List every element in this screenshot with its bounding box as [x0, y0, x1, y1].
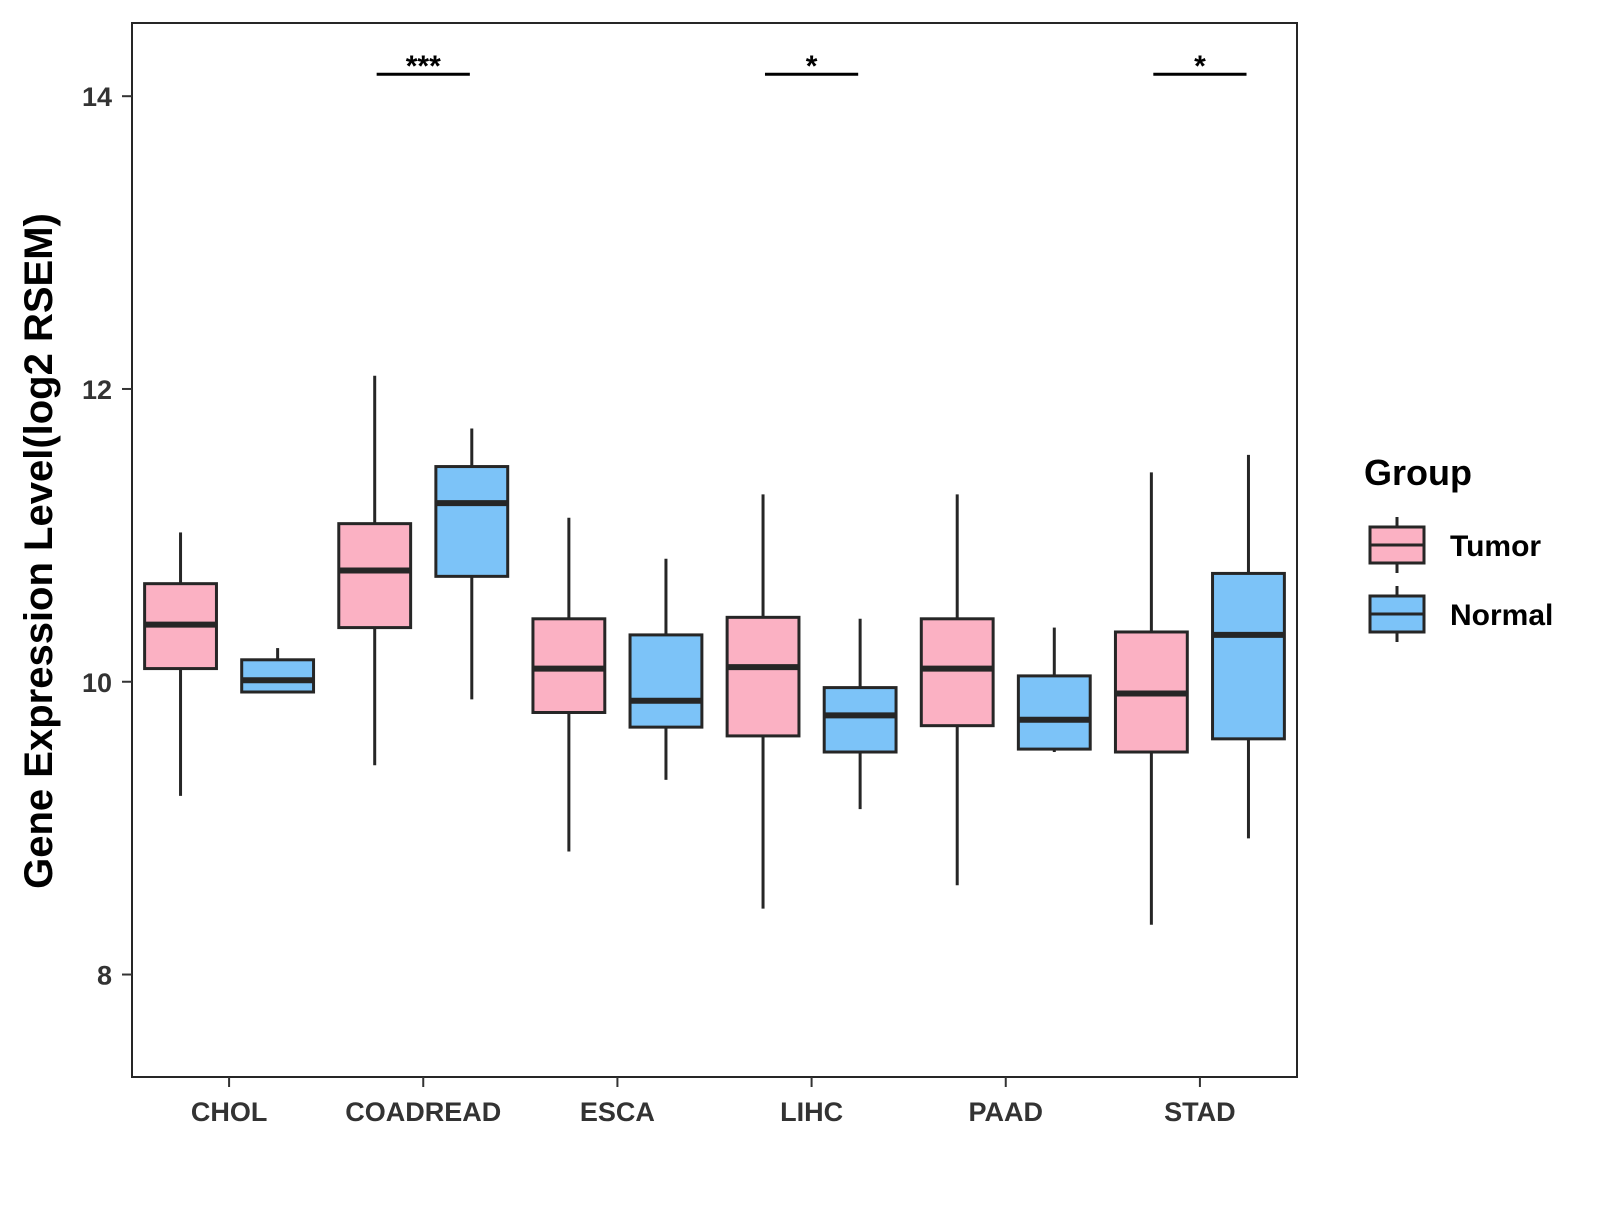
box-tumor-stad — [1113, 472, 1189, 925]
x-tick-label: LIHC — [780, 1097, 843, 1127]
y-tick-label: 8 — [97, 961, 112, 991]
y-tick-label: 14 — [82, 82, 112, 112]
box-body — [725, 615, 801, 738]
legend-item-normal: Normal — [1368, 586, 1553, 642]
box-normal-chol — [240, 648, 316, 694]
y-tick-label: 10 — [82, 668, 112, 698]
box-normal-lihc — [822, 618, 898, 810]
box-normal-paad — [1016, 627, 1092, 753]
significance-label: *** — [406, 50, 441, 83]
x-tick-label: PAAD — [968, 1097, 1043, 1127]
legend-title: Group — [1364, 452, 1472, 493]
box-normal-stad — [1211, 454, 1286, 839]
plot-panel-border — [131, 22, 1298, 1078]
x-tick-label: COADREAD — [345, 1097, 501, 1127]
box-body — [434, 465, 510, 578]
box-tumor-esca — [531, 517, 607, 852]
y-axis-title: Gene Expression Level(log2 RSEM) — [17, 213, 61, 889]
box-tumor-chol — [143, 532, 218, 796]
y-tick-label: 12 — [82, 375, 112, 405]
box-normal-esca — [628, 558, 704, 780]
boxes-layer — [143, 375, 1286, 925]
legend-label: Tumor — [1450, 530, 1541, 563]
box-body — [628, 633, 704, 729]
box-body — [1016, 674, 1092, 751]
significance-layer: *** * * — [376, 50, 1247, 83]
box-body — [822, 686, 898, 754]
box-tumor-paad — [919, 494, 995, 886]
legend-entries: Tumor Normal — [1368, 517, 1553, 642]
significance-stad: * — [1153, 50, 1247, 83]
box-body — [1211, 571, 1286, 741]
legend-item-tumor: Tumor — [1368, 517, 1541, 573]
significance-label: * — [806, 50, 818, 83]
box-body — [240, 658, 316, 694]
legend-label: Normal — [1450, 599, 1553, 632]
x-tick-label: CHOL — [191, 1097, 268, 1127]
box-normal-coadread — [434, 428, 510, 700]
x-tick-label: ESCA — [580, 1097, 655, 1127]
box-tumor-lihc — [725, 494, 801, 909]
significance-label: * — [1194, 50, 1206, 83]
x-tick-label: STAD — [1164, 1097, 1236, 1127]
box-tumor-coadread — [337, 375, 413, 766]
significance-lihc: * — [764, 50, 859, 83]
box-body — [919, 617, 995, 728]
significance-coadread: *** — [376, 50, 470, 83]
box-body — [337, 522, 413, 630]
legend: Group Tumor Normal — [1364, 452, 1553, 642]
axes-layer: 8 10 12 14 CHOL COADREAD ESCA LIHC PAAD STAD — [82, 82, 1236, 1127]
